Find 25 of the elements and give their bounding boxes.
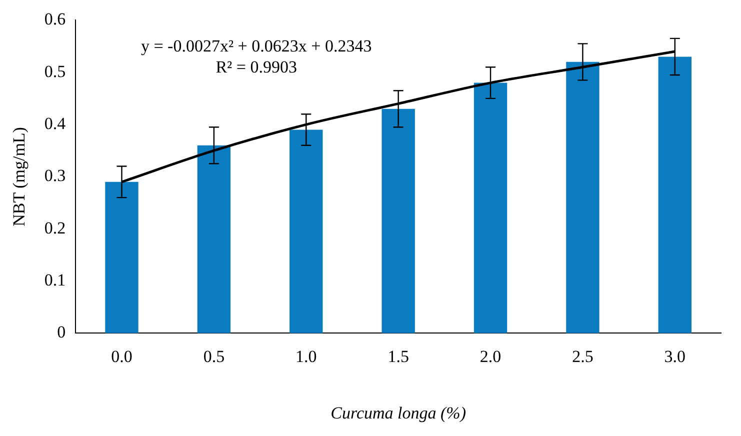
x-tick-label: 2.0	[480, 346, 502, 366]
y-tick-label: 0.6	[44, 10, 66, 29]
annotation: R² = 0.9903	[216, 58, 297, 77]
y-tick-label: 0.2	[44, 218, 66, 238]
annotation: y = -0.0027x² + 0.0623x + 0.2343	[140, 36, 372, 56]
x-tick-label: 3.0	[664, 346, 686, 366]
bar	[474, 82, 508, 334]
bar	[105, 182, 138, 334]
y-tick-label: 0.5	[44, 62, 66, 81]
y-tick-label: 0.4	[44, 114, 66, 133]
bar	[566, 62, 600, 334]
x-axis-title: Curcuma longa (%)	[330, 403, 466, 422]
x-tick-label: 2.5	[572, 346, 594, 366]
bar	[290, 130, 323, 334]
bar	[382, 108, 415, 334]
x-tick-label: 0.5	[203, 346, 225, 366]
bar	[197, 145, 231, 334]
y-axis-title: NBT (mg/mL)	[10, 127, 29, 226]
x-tick-label: 0.0	[111, 346, 132, 366]
y-tick-label: 0.3	[44, 166, 66, 186]
y-tick-label: 0.1	[44, 270, 66, 290]
x-tick-label: 1.5	[388, 346, 409, 366]
y-tick-label: 0	[57, 322, 66, 342]
x-tick-label: 1.0	[296, 346, 317, 366]
bar	[658, 56, 692, 334]
